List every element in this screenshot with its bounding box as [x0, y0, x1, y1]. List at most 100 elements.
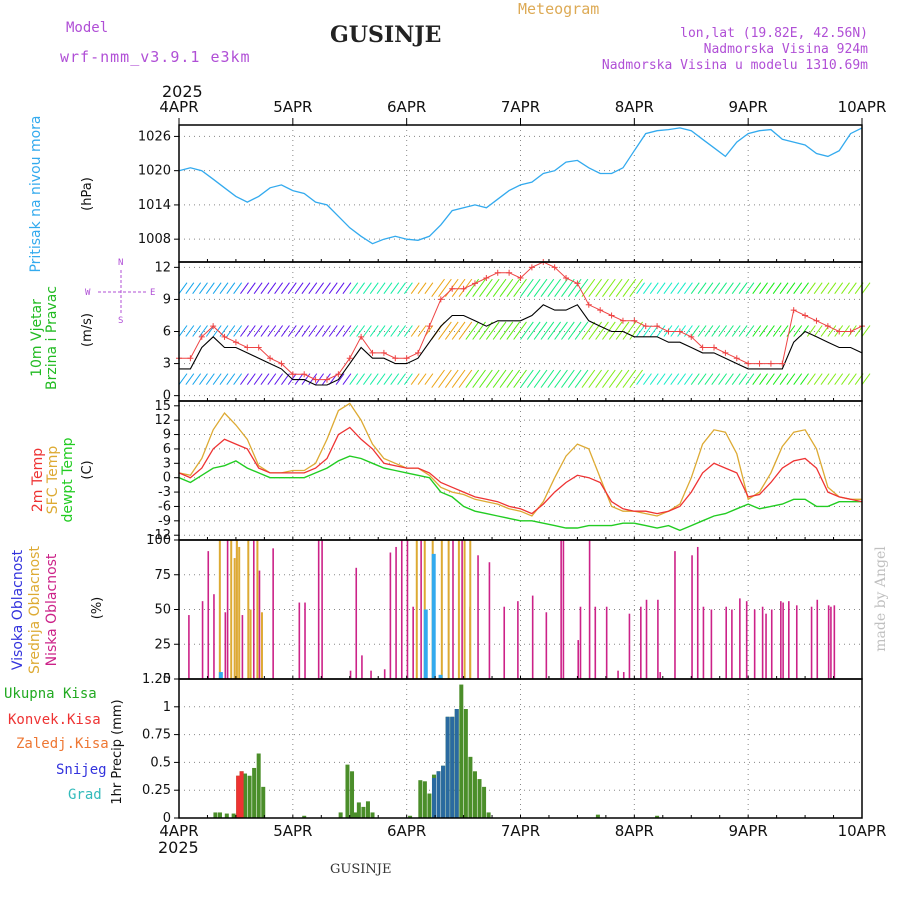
- wind-barb: [431, 278, 445, 298]
- wind-barb: [246, 373, 256, 385]
- precip-bar: [418, 780, 423, 818]
- precip-bar: [655, 815, 660, 818]
- ticks-layer: 1008101410201026036912-12-9-6-3036912150…: [98, 98, 886, 840]
- wind-barb: [595, 278, 609, 298]
- wind-barb: [827, 325, 837, 337]
- wind-barb: [602, 278, 616, 298]
- wind-barb: [759, 282, 768, 295]
- wind-barb: [267, 325, 277, 337]
- cloud-bar: [830, 606, 832, 679]
- cloud-unit: (%): [90, 596, 105, 620]
- wind-barb: [492, 278, 507, 298]
- cloud-bar: [412, 606, 414, 679]
- wind-barb: [451, 321, 466, 340]
- wind-barb: [520, 321, 534, 340]
- wind-barb: [718, 282, 727, 295]
- model-label: Model: [66, 20, 109, 36]
- wind-barb: [267, 282, 277, 295]
- cloud-bar: [447, 540, 450, 679]
- cloud-bar: [218, 540, 221, 679]
- wind-barb: [246, 325, 256, 337]
- precip-bar: [422, 781, 427, 818]
- wind-barb: [376, 325, 386, 337]
- wind-barb: [458, 321, 473, 340]
- mid-cloud-title: Srednja Oblacnost: [27, 546, 43, 674]
- wind-barb: [465, 278, 480, 298]
- wind-barb: [677, 373, 686, 385]
- cloud-bar: [545, 612, 548, 679]
- wind-barb: [472, 369, 486, 388]
- wind-barb: [670, 282, 680, 295]
- y-tick-label: 12: [154, 260, 171, 275]
- wind-gust-marker: [289, 371, 296, 378]
- wind-barb: [492, 369, 507, 388]
- wind-barb: [629, 369, 643, 388]
- precip-bar: [427, 793, 432, 818]
- wind-barb: [547, 369, 562, 388]
- wind-gust-marker: [301, 371, 308, 378]
- y-tick-label: 0: [163, 389, 171, 404]
- x-tick-label-bottom: 8APR: [615, 822, 654, 840]
- cloud-bar: [780, 601, 782, 679]
- cloud-bar: [406, 540, 409, 679]
- wind-barb: [793, 373, 803, 385]
- wind-barb: [390, 373, 400, 385]
- wind-gust-marker: [551, 264, 558, 271]
- precip-bar: [431, 777, 436, 818]
- y-tick-label: -3: [158, 485, 171, 500]
- wind-barb: [827, 282, 837, 295]
- wind-gust-marker: [699, 344, 706, 351]
- wind-barb: [779, 282, 789, 295]
- wind-barb: [281, 325, 290, 337]
- cloud-bar: [657, 599, 659, 679]
- x-tick-label-top: 9APR: [729, 98, 768, 116]
- y-tick-label: 50: [154, 603, 171, 618]
- wind-gust-marker: [198, 333, 205, 340]
- y-tick-label: 0.25: [142, 783, 171, 798]
- wind-barb: [841, 282, 850, 295]
- wind-barb: [711, 373, 721, 385]
- cloud-bar: [560, 540, 562, 679]
- wind-barb: [745, 282, 755, 295]
- wind-gust-marker: [597, 307, 604, 314]
- pressure-unit: (hPa): [80, 177, 95, 211]
- wind-barb: [376, 373, 386, 385]
- y-tick-label: 1026: [138, 129, 171, 144]
- wind-barb: [444, 321, 459, 340]
- wind-barb: [724, 282, 734, 295]
- wind-gust-marker: [380, 349, 387, 356]
- x-tick-label-bottom: 6APR: [387, 822, 426, 840]
- wind-barb: [485, 321, 500, 340]
- cloud-bar: [457, 540, 460, 679]
- wind-barb: [308, 282, 318, 295]
- y-tick-label: 1020: [138, 164, 171, 179]
- y-tick-label: 0.75: [142, 728, 171, 743]
- precip-bar: [595, 814, 600, 818]
- wind-barb: [629, 278, 643, 298]
- wind-barb: [561, 321, 575, 340]
- wind-barb: [294, 282, 304, 295]
- wind-barb: [363, 325, 372, 337]
- wind-barb: [226, 325, 236, 337]
- cloud-bar: [440, 540, 443, 679]
- cloud-bar: [810, 606, 813, 679]
- wind-barb: [485, 278, 500, 298]
- cloud-bar: [628, 613, 631, 679]
- cloud-bar: [452, 540, 454, 679]
- dewpoint-line: [178, 455, 862, 532]
- wind-gust-marker: [711, 344, 718, 351]
- cloud-bar: [201, 601, 204, 679]
- wind-gust-marker: [471, 280, 478, 287]
- wind-barb: [608, 278, 623, 298]
- altitude-label: Nadmorska Visina 924m: [703, 42, 868, 57]
- cloud-bar: [361, 655, 363, 679]
- wind-barb: [417, 373, 427, 385]
- wind-barb: [363, 373, 372, 385]
- cloud-bar: [788, 601, 790, 679]
- wind-barb: [724, 325, 734, 337]
- wind-barb: [861, 325, 871, 337]
- model-name: wrf-nmm_v3.9.1 e3km: [60, 48, 251, 66]
- wind-gust-marker: [563, 275, 570, 282]
- wind-barb: [520, 278, 534, 298]
- wind-barb: [178, 373, 188, 385]
